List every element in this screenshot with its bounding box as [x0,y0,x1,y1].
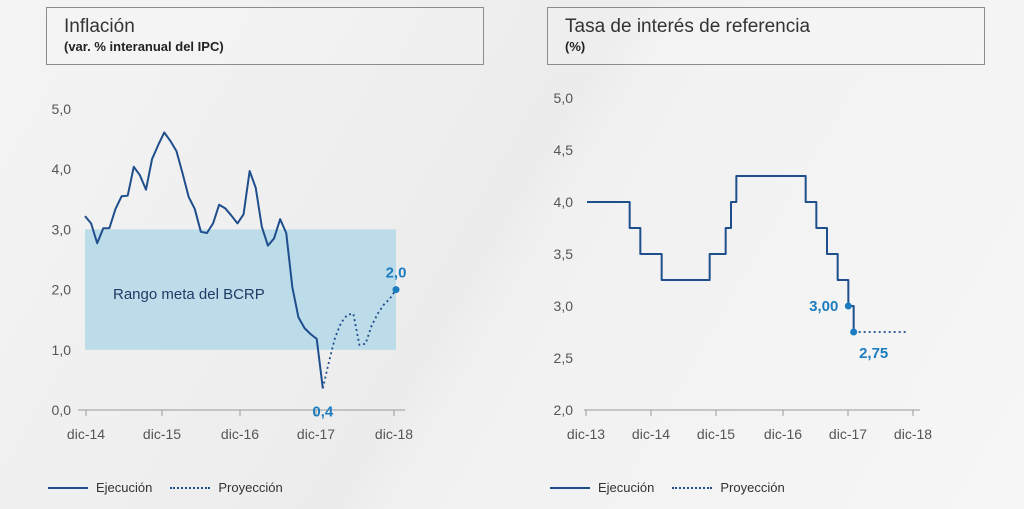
data-label: 2,75 [859,345,888,362]
x-tick-label: dic-13 [567,426,605,442]
annotation-dot [850,328,858,336]
y-tick-label: 1,0 [52,342,72,358]
y-tick-label: 3,0 [52,221,72,237]
legend-dotted-line-icon [170,486,211,489]
legend-label-execution: Ejecución [96,480,153,495]
y-tick-label: 2,0 [52,282,72,298]
inflation-title-box: Inflación (var. % interanual del IPC) [46,7,484,65]
target-range-label: Rango meta del BCRP [113,286,265,303]
y-tick-label: 4,0 [554,194,574,210]
interest-subtitle: (%) [565,39,586,54]
x-tick-label: dic-15 [143,426,181,442]
y-tick-label: 5,0 [554,90,574,106]
x-tick-label: dic-17 [297,426,335,442]
x-tick-label: dic-18 [375,426,413,442]
legend-item-execution: Ejecución [550,480,654,495]
annotation-dot [392,286,400,294]
legend-item-projection: Proyección [672,480,785,495]
inflation-legend: Ejecución Proyección [48,480,301,495]
y-tick-label: 2,0 [554,402,574,418]
y-tick-label: 3,5 [554,246,574,262]
y-tick-label: 0,0 [52,402,72,418]
legend-label-projection: Proyección [218,480,283,495]
data-label: 2,0 [386,265,407,282]
x-tick-label: dic-18 [894,426,932,442]
inflation-subtitle: (var. % interanual del IPC) [64,39,224,54]
execution-series-line [84,131,324,389]
x-tick-label: dic-15 [697,426,735,442]
data-label: 3,00 [809,298,838,315]
inflation-panel: Inflación (var. % interanual del IPC) Ra… [46,7,484,495]
target-range-band [85,229,396,350]
projection-series-line [321,289,397,389]
y-tick-label: 3,0 [554,298,574,314]
data-label: 0,4 [312,403,334,420]
execution-series-line [587,175,855,332]
y-tick-label: 4,5 [554,142,574,158]
legend-dotted-line-icon [672,486,713,489]
legend-item-execution: Ejecución [48,480,152,495]
legend-label-execution: Ejecución [598,480,655,495]
legend-label-projection: Proyección [720,480,785,495]
inflation-chart: Rango meta del BCRP 0,0 1,0 2,0 3,0 4,0 5,0 dic… [52,101,414,442]
y-tick-label: 4,0 [52,161,72,177]
annotation-dot [844,302,852,310]
legend-item-projection: Proyección [170,480,283,495]
legend-solid-line-icon [48,486,88,489]
y-tick-label: 5,0 [52,101,72,117]
y-tick-label: 2,5 [554,350,574,366]
interest-title: Tasa de interés de referencia [565,16,811,37]
x-tick-label: dic-17 [829,426,867,442]
x-tick-label: dic-16 [221,426,259,442]
x-tick-label: dic-14 [67,426,105,442]
legend-solid-line-icon [550,486,590,489]
interest-rate-panel: Tasa de interés de referencia (%) 2,0 2,5… [512,0,1024,509]
interest-legend: Ejecución Proyección [550,480,803,495]
x-tick-label: dic-14 [632,426,670,442]
interest-title-box: Tasa de interés de referencia (%) [547,7,985,65]
x-tick-label: dic-16 [764,426,802,442]
interest-rate-chart: 2,0 2,5 3,0 3,5 4,0 4,5 5,0 dic-13 dic-14 dic-15 d… [554,90,933,442]
inflation-title: Inflación [64,16,135,37]
